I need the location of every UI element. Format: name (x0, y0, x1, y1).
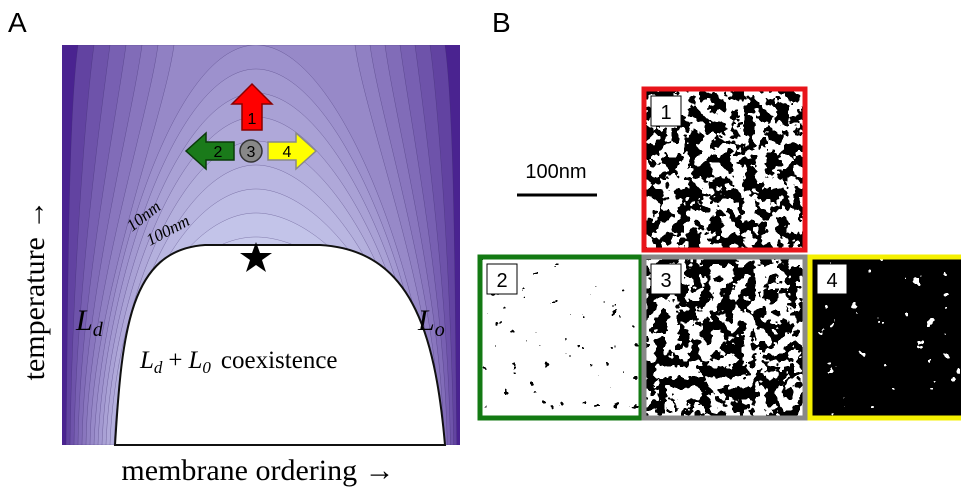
phase-label: Ld (75, 304, 104, 341)
image-label: 3 (660, 270, 671, 292)
arrow-marker: 4 (283, 144, 292, 161)
frame (641, 254, 808, 421)
panel-label: A (8, 7, 27, 38)
marker-circle (239, 139, 263, 163)
image-label: 4 (826, 270, 837, 292)
arrow-marker: 1 (248, 111, 257, 128)
coexistence-label: Ld + L0 coexistence (139, 347, 338, 377)
label-box (486, 263, 518, 295)
arrow (230, 82, 274, 131)
frame (477, 254, 644, 421)
label-box (816, 263, 848, 295)
arrow-marker: 2 (214, 144, 223, 161)
phase-label: Lo (417, 304, 445, 341)
label-box (650, 263, 682, 295)
x-axis-label: membrane ordering → (121, 454, 394, 487)
frame (641, 86, 808, 253)
image-label: 2 (496, 270, 507, 292)
frame (807, 254, 961, 421)
label-box (650, 95, 682, 127)
panel-label: B (492, 7, 511, 38)
critical-point (240, 242, 272, 272)
arrow-marker: 3 (247, 144, 256, 161)
coexistence-dome (113, 244, 447, 446)
arrow (267, 131, 318, 171)
arrow (184, 131, 235, 171)
y-axis-label: temperature → (18, 200, 51, 381)
scale-bar-label: 100nm (525, 161, 586, 183)
micrographs: 1 2 3 4 (477, 86, 961, 421)
image-label: 1 (660, 102, 671, 124)
